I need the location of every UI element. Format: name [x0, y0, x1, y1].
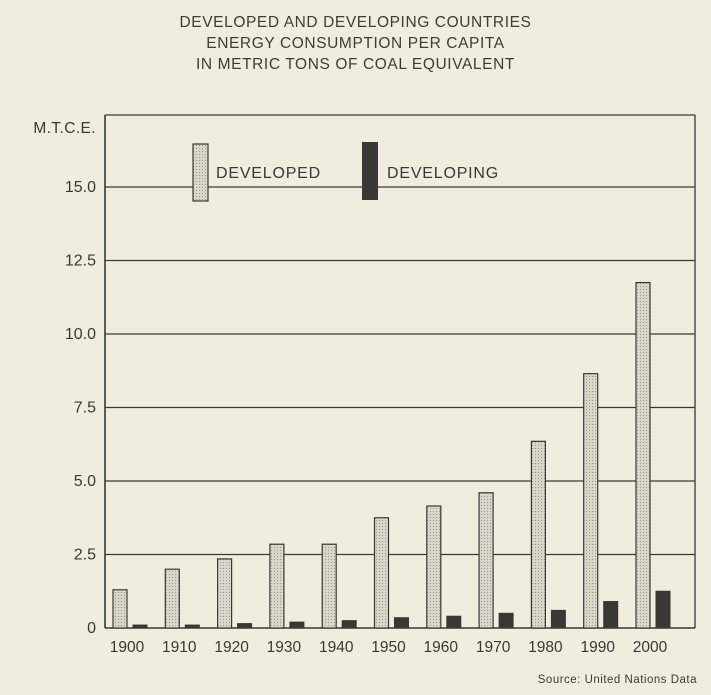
y-tick-label: 0 [87, 620, 96, 637]
bar-developing [341, 620, 357, 629]
x-tick-label: 1920 [214, 639, 249, 656]
bar-developed [321, 543, 337, 629]
x-tick-labels: 1900 1910 1920 1930 1940 1950 1960 1970 1980 1990… [110, 639, 668, 656]
bar-developed [112, 589, 128, 629]
chart-title-line-2: ENERGY CONSUMPTION PER CAPITA [206, 35, 505, 52]
bar-developed [530, 440, 547, 629]
bar-developed [269, 543, 285, 629]
bar-developing [237, 623, 253, 629]
bar-developing [603, 601, 619, 629]
bar-developing [446, 615, 462, 629]
y-tick-label: 10.0 [65, 326, 96, 343]
x-tick-label: 1990 [580, 639, 615, 656]
y-tick-labels: M.T.C.E. 0 2.5 5.0 7.5 10.0 12.5 15.0 [33, 120, 96, 637]
legend-label-developing: DEVELOPING [387, 165, 499, 182]
bar-developing [498, 612, 514, 629]
bar-developed [583, 373, 599, 629]
x-tick-label: 2000 [633, 639, 668, 656]
bar-developing [184, 624, 200, 629]
bar-developing [655, 590, 671, 629]
y-tick-label: 2.5 [74, 547, 96, 564]
bar-developing [550, 609, 566, 629]
bar-developed [426, 505, 442, 629]
bar-developed [478, 492, 494, 629]
x-tick-label: 1940 [319, 639, 354, 656]
gridlines [105, 186, 695, 556]
chart-title-line-3: IN METRIC TONS OF COAL EQUIVALENT [196, 56, 515, 73]
bar-developing [394, 617, 409, 629]
legend-label-developed: DEVELOPED [216, 165, 321, 182]
y-tick-label: 15.0 [65, 179, 96, 196]
legend-swatch-developed [192, 143, 209, 202]
chart-title-line-1: DEVELOPED AND DEVELOPING COUNTRIES [179, 14, 532, 31]
bar-developed [373, 517, 390, 629]
x-tick-label: 1910 [162, 639, 197, 656]
bar-developing [132, 624, 148, 629]
y-axis-label: M.T.C.E. [33, 120, 96, 137]
x-tick-label: 1950 [371, 639, 406, 656]
chart-title: DEVELOPED AND DEVELOPING COUNTRIES ENERG… [0, 12, 711, 75]
source-note: Source: United Nations Data [537, 674, 697, 686]
bar-developed [635, 281, 651, 629]
y-tick-label: 7.5 [74, 400, 96, 417]
x-tick-label: 1930 [267, 639, 302, 656]
bar-developed [217, 558, 233, 629]
legend-swatch-developing [362, 142, 378, 200]
legend: DEVELOPED DEVELOPING [192, 142, 499, 202]
x-tick-label: 1960 [424, 639, 459, 656]
x-tick-label: 1980 [528, 639, 563, 656]
y-tick-label: 12.5 [65, 253, 96, 270]
x-tick-label: 1970 [476, 639, 511, 656]
x-tick-label: 1900 [110, 639, 145, 656]
bar-developed [164, 568, 180, 629]
bar-developing [289, 621, 305, 629]
y-tick-label: 5.0 [74, 473, 96, 490]
bars [112, 281, 671, 629]
